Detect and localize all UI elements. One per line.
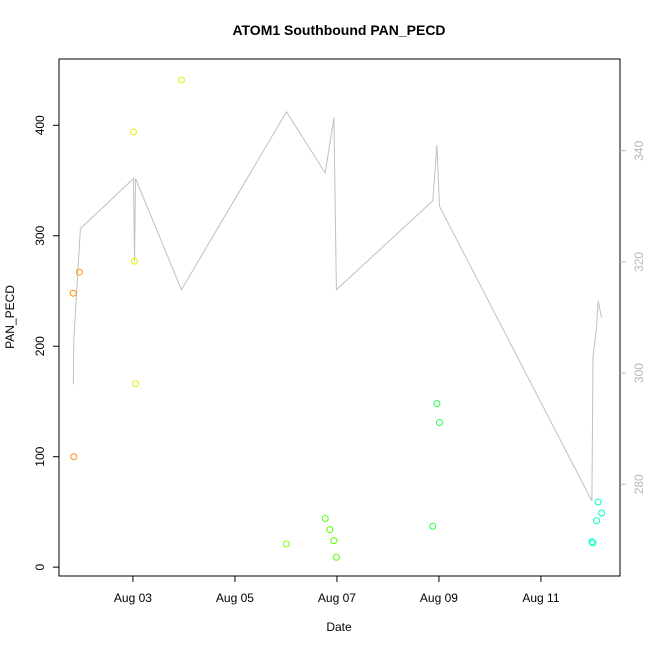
x-tick-label: Aug 05 — [216, 591, 254, 605]
data-point — [594, 498, 602, 506]
secondary-series-line — [72, 110, 603, 502]
data-point — [593, 517, 601, 525]
data-point — [429, 522, 437, 530]
plot-frame — [58, 58, 621, 577]
x-tick-label: Aug 09 — [420, 591, 458, 605]
data-point — [433, 400, 441, 408]
x-tick-label: Aug 03 — [114, 591, 152, 605]
y2-tick-label: 320 — [632, 252, 646, 272]
x-axis: Aug 03 Aug 05 Aug 07 Aug 09 Aug 11 — [114, 576, 560, 605]
data-point — [130, 257, 138, 265]
y-tick-label: 0 — [33, 564, 47, 571]
data-point — [435, 418, 443, 426]
x-axis-label: Date — [326, 620, 352, 634]
data-point — [75, 268, 83, 276]
y2-tick-label: 340 — [632, 140, 646, 160]
data-point — [129, 128, 137, 136]
chart-title: ATOM1 Southbound PAN_PECD — [232, 22, 445, 38]
y2-tick-label: 280 — [632, 474, 646, 494]
x-tick-label: Aug 11 — [522, 591, 559, 605]
data-point — [70, 453, 78, 461]
data-point — [589, 539, 597, 547]
y-tick-label: 400 — [33, 115, 47, 135]
y-axis-label: PAN_PECD — [3, 285, 17, 349]
y-axis-right: 280 300 320 340 — [620, 140, 646, 494]
y-axis: 0 100 200 300 400 — [33, 115, 59, 571]
data-point — [332, 553, 340, 561]
secondary-line-layer — [72, 110, 603, 502]
data-point — [321, 515, 329, 523]
data-point — [132, 380, 139, 388]
data-point — [588, 538, 596, 546]
data-point — [326, 526, 334, 534]
x-tick-label: Aug 07 — [318, 591, 356, 605]
y-tick-label: 100 — [33, 446, 47, 466]
data-point — [69, 289, 77, 297]
y2-tick-label: 300 — [632, 363, 646, 383]
data-point — [598, 509, 606, 517]
points-layer — [69, 76, 606, 561]
data-point — [330, 537, 338, 545]
data-point — [177, 76, 185, 84]
data-point — [282, 540, 290, 548]
y-tick-label: 300 — [33, 225, 47, 245]
y-tick-label: 200 — [33, 336, 47, 356]
